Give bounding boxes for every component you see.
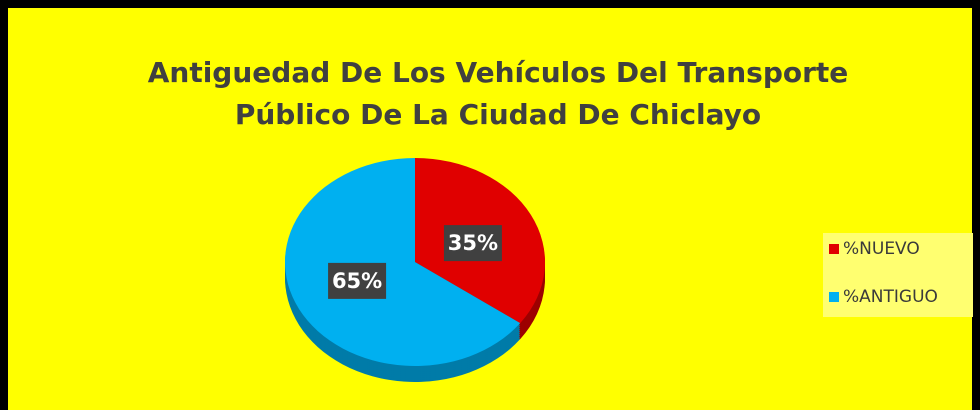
legend-label: %NUEVO xyxy=(843,239,920,259)
slice xyxy=(284,158,521,367)
chart-title: Antiguedad De Los Vehículos Del Transpor… xyxy=(147,56,849,131)
data-label-box xyxy=(328,262,387,299)
data-label-box xyxy=(443,225,502,262)
data-label: 35% xyxy=(448,231,498,255)
legend-swatch xyxy=(829,292,839,302)
legend-item: %NUEVO xyxy=(829,239,920,259)
data-label: 65% xyxy=(332,269,382,293)
legend-swatch xyxy=(829,244,839,254)
legend-item: %ANTIGUO xyxy=(829,287,938,307)
legend: %NUEVO %ANTIGUO xyxy=(823,233,973,317)
legend-label: %ANTIGUO xyxy=(843,287,938,307)
